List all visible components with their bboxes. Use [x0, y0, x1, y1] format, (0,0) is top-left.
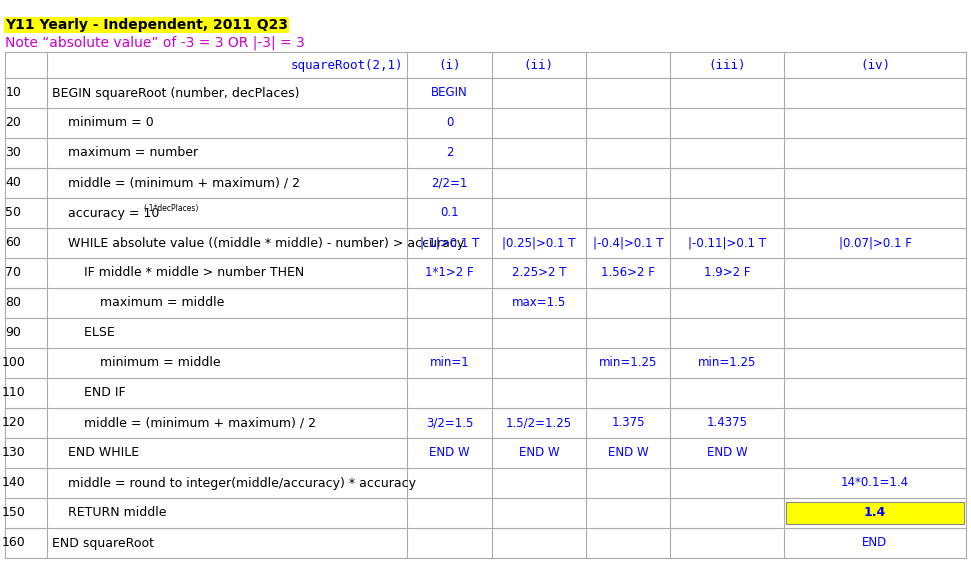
Text: middle = (minimum + maximum) / 2: middle = (minimum + maximum) / 2 [51, 416, 316, 429]
Text: RETURN middle: RETURN middle [51, 506, 166, 519]
Text: 2/2=1: 2/2=1 [431, 176, 468, 189]
Text: 1.9>2 F: 1.9>2 F [704, 266, 751, 279]
Text: WHILE absolute value ((middle * middle) - number) > accuracy: WHILE absolute value ((middle * middle) … [51, 237, 464, 250]
Text: END W: END W [519, 446, 559, 460]
Text: 50: 50 [6, 206, 21, 220]
Text: 30: 30 [6, 147, 21, 160]
Text: IF middle * middle > number THEN: IF middle * middle > number THEN [51, 266, 304, 279]
Text: END W: END W [707, 446, 748, 460]
Text: max=1.5: max=1.5 [512, 297, 566, 310]
Text: maximum = middle: maximum = middle [51, 297, 224, 310]
Text: 90: 90 [6, 327, 21, 339]
Text: middle = round to integer(middle/accuracy) * accuracy: middle = round to integer(middle/accurac… [51, 477, 416, 490]
Text: minimum = middle: minimum = middle [51, 356, 220, 369]
Text: min=1: min=1 [429, 356, 469, 369]
Text: 150: 150 [1, 506, 25, 519]
Text: 40: 40 [6, 176, 21, 189]
Text: BEGIN: BEGIN [431, 87, 468, 99]
Text: (i): (i) [438, 58, 460, 71]
Text: |0.07|>0.1 F: |0.07|>0.1 F [839, 237, 912, 250]
Text: END W: END W [429, 446, 470, 460]
Text: ELSE: ELSE [51, 327, 115, 339]
Text: BEGIN squareRoot (number, decPlaces): BEGIN squareRoot (number, decPlaces) [51, 87, 299, 99]
Text: (-1*decPlaces): (-1*decPlaces) [144, 203, 199, 212]
Text: |-1|>0.1 T: |-1|>0.1 T [419, 237, 479, 250]
Text: END IF: END IF [51, 387, 125, 400]
Text: END: END [862, 537, 887, 550]
Text: 1.4375: 1.4375 [707, 416, 748, 429]
Text: |-0.4|>0.1 T: |-0.4|>0.1 T [593, 237, 663, 250]
Text: 2: 2 [446, 147, 453, 160]
Text: 2.25>2 T: 2.25>2 T [512, 266, 566, 279]
Text: Note “absolute value” of -3 = 3 OR |-3| = 3: Note “absolute value” of -3 = 3 OR |-3| … [5, 36, 305, 51]
Text: (iv): (iv) [860, 58, 890, 71]
Text: 3/2=1.5: 3/2=1.5 [425, 416, 473, 429]
Text: 60: 60 [6, 237, 21, 250]
Bar [786, 502, 964, 524]
Text: 110: 110 [2, 387, 25, 400]
Text: 140: 140 [2, 477, 25, 490]
Text: middle = (minimum + maximum) / 2: middle = (minimum + maximum) / 2 [51, 176, 300, 189]
Text: 1*1>2 F: 1*1>2 F [425, 266, 474, 279]
Text: 70: 70 [6, 266, 21, 279]
Text: |0.25|>0.1 T: |0.25|>0.1 T [502, 237, 576, 250]
Text: 130: 130 [2, 446, 25, 460]
Text: 10: 10 [6, 87, 21, 99]
Text: 1.4: 1.4 [864, 506, 887, 519]
Text: |-0.11|>0.1 T: |-0.11|>0.1 T [688, 237, 766, 250]
Text: 0.1: 0.1 [440, 206, 458, 220]
Text: maximum = number: maximum = number [51, 147, 198, 160]
Text: END W: END W [608, 446, 649, 460]
Text: 100: 100 [1, 356, 25, 369]
Text: 0: 0 [446, 116, 453, 129]
Text: (ii): (ii) [523, 58, 553, 71]
Text: 80: 80 [6, 297, 21, 310]
Text: min=1.25: min=1.25 [599, 356, 657, 369]
Text: accuracy = 10: accuracy = 10 [51, 207, 159, 220]
Text: 120: 120 [2, 416, 25, 429]
Text: (iii): (iii) [709, 58, 746, 71]
Text: 20: 20 [6, 116, 21, 129]
Text: 160: 160 [2, 537, 25, 550]
Text: 1.5/2=1.25: 1.5/2=1.25 [506, 416, 572, 429]
Text: squareRoot(2,1): squareRoot(2,1) [290, 58, 403, 71]
Text: 1.375: 1.375 [612, 416, 645, 429]
Text: END squareRoot: END squareRoot [51, 537, 153, 550]
Text: END WHILE: END WHILE [51, 446, 139, 460]
Text: minimum = 0: minimum = 0 [51, 116, 153, 129]
Text: min=1.25: min=1.25 [698, 356, 756, 369]
Text: 14*0.1=1.4: 14*0.1=1.4 [841, 477, 909, 490]
Text: Y11 Yearly - Independent, 2011 Q23: Y11 Yearly - Independent, 2011 Q23 [5, 18, 288, 32]
Text: 1.56>2 F: 1.56>2 F [601, 266, 655, 279]
